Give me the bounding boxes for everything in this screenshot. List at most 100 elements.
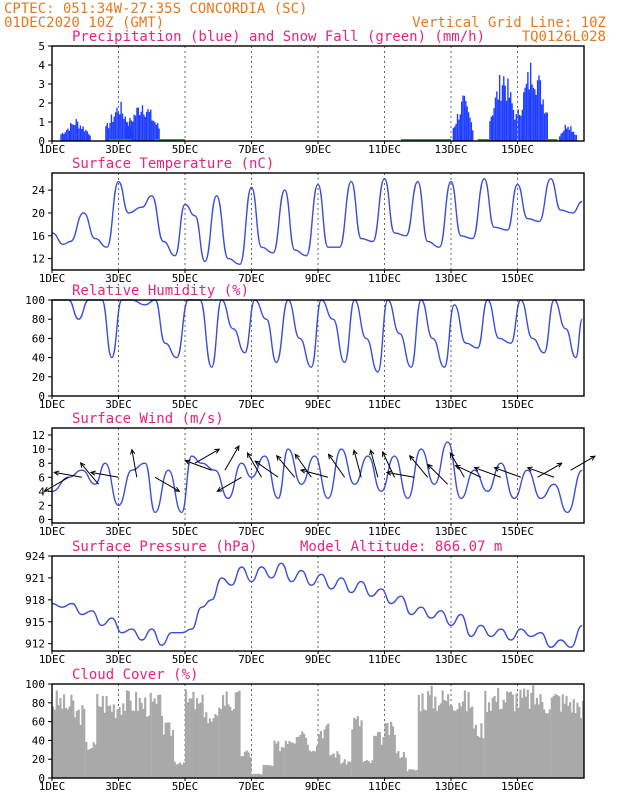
cloud-bar: [460, 706, 463, 778]
precip-bar: [520, 115, 522, 141]
cloud-bar: [528, 708, 531, 778]
wind-arrow: [427, 464, 449, 485]
cloud-xtick-label: 5DEC: [172, 780, 199, 793]
wind-arrow-head: [275, 454, 282, 461]
rh-ytick-label: 60: [32, 332, 45, 345]
wind-arrow: [455, 464, 482, 478]
precip-bar: [534, 89, 536, 141]
precip-bar: [469, 117, 471, 141]
precip-bar: [463, 95, 466, 141]
cloud-bar: [581, 700, 585, 778]
cloud-bar: [157, 694, 160, 778]
cloud-bar: [384, 723, 387, 778]
temp-xtick-label: 15DEC: [501, 272, 534, 285]
cloud-bar: [232, 708, 236, 778]
wind-arrow-head: [130, 448, 136, 455]
pressure-note: Model Altitude: 866.07 m: [300, 539, 502, 555]
temp-xtick-label: 9DEC: [305, 272, 332, 285]
wind-ytick-label: 0: [38, 513, 45, 526]
cloud-bar: [253, 773, 256, 778]
cloud-bar: [354, 719, 358, 778]
cloud-bar: [153, 698, 156, 778]
precip-bar: [559, 136, 561, 141]
cloud-bar: [155, 703, 158, 778]
wind-series-line: [51, 441, 583, 514]
cloud-bar: [572, 699, 575, 778]
cloud-bar: [327, 723, 330, 778]
rh-ytick-label: 100: [25, 294, 45, 307]
cloud-bar: [98, 706, 101, 778]
cloud-bar: [171, 730, 175, 778]
cloud-bar: [426, 691, 430, 778]
cloud-bar: [474, 724, 477, 778]
cloud-bar: [245, 750, 248, 778]
cloud-bar: [160, 715, 164, 778]
rh-xtick-label: 9DEC: [305, 398, 332, 411]
precip-bar: [518, 114, 521, 141]
cloud-bar: [480, 723, 483, 778]
precip-bar: [74, 125, 76, 141]
cloud-bar: [295, 737, 298, 778]
wind-arrow: [474, 467, 502, 478]
cloud-bar: [404, 757, 407, 778]
cloud-bar: [203, 717, 206, 778]
temp-xtick-label: 11DEC: [368, 272, 401, 285]
cloud-bar: [439, 703, 442, 778]
wind-arrow: [217, 476, 242, 492]
pressure-ytick-label: 924: [25, 550, 45, 563]
precip-bar: [133, 114, 135, 141]
cloud-bar: [66, 709, 69, 778]
cloud-bar: [268, 765, 271, 778]
rh-ytick-label: 20: [32, 371, 45, 384]
precip-bar: [126, 122, 128, 141]
cloud-bar: [247, 752, 250, 778]
cloud-bar: [445, 701, 448, 778]
cloud-bar: [118, 707, 121, 778]
cloud-frame: [51, 683, 585, 779]
cloud-bar: [229, 706, 232, 778]
wind-arrow-head: [79, 461, 86, 468]
rh-ytick-label: 40: [32, 352, 45, 365]
cloud-bar: [362, 761, 365, 778]
cloud-bar: [185, 689, 188, 778]
precip-bar: [571, 131, 573, 141]
cloud-bar: [576, 702, 579, 778]
wind-arrow: [527, 467, 555, 478]
cloud-bar: [242, 756, 245, 778]
cloud-bar: [257, 773, 260, 778]
wind-ytick-label: 10: [32, 443, 45, 456]
cloud-bar: [323, 729, 326, 778]
cloud-bar: [275, 743, 278, 778]
cloud-bar: [231, 710, 234, 778]
cloud-bar: [489, 710, 492, 778]
cloud-bar: [548, 709, 551, 778]
temp-xtick-label: 5DEC: [172, 272, 199, 285]
precip-bar: [501, 85, 504, 141]
wind-arrow-head: [53, 470, 60, 476]
cloud-bar: [390, 721, 393, 778]
cloud-bar: [166, 722, 169, 778]
cloud-bar: [388, 735, 391, 778]
precip-bar: [458, 119, 460, 141]
precip-bar: [523, 92, 525, 141]
cloud-bar: [116, 709, 119, 778]
cloud-bar: [578, 706, 581, 778]
wind-arrow-head: [246, 452, 252, 459]
precip-ytick-label: 4: [38, 59, 45, 72]
cloud-bar: [559, 711, 563, 778]
cloud-bar: [570, 712, 574, 778]
wind-arrow-head: [556, 462, 563, 468]
cloud-bar: [99, 707, 103, 778]
cloud-bar: [238, 690, 241, 778]
cloud-bar: [280, 747, 283, 778]
pressure-xtick-label: 11DEC: [368, 653, 401, 666]
cloud-bar: [101, 696, 104, 778]
cloud-bar: [356, 716, 359, 778]
precip-bar: [467, 112, 470, 141]
precip-bar: [129, 117, 131, 141]
wind-arrow-head: [294, 453, 300, 460]
precip-ytick-label: 1: [38, 116, 45, 129]
cloud-bar: [434, 696, 437, 778]
precip-bar: [81, 128, 83, 141]
precip-bar: [71, 124, 73, 141]
